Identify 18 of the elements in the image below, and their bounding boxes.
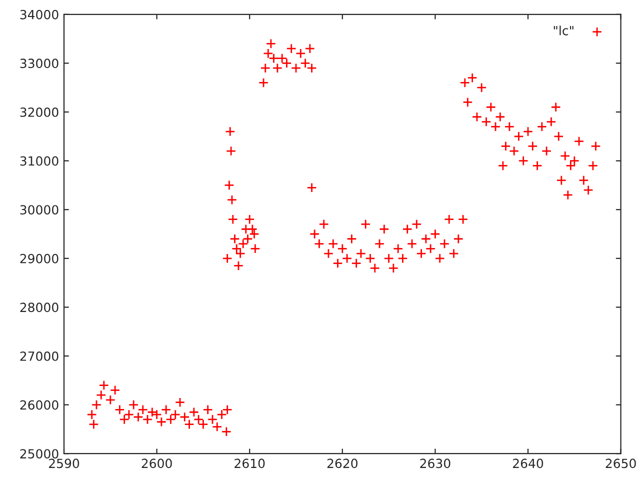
y-tick-label: 26000 [20, 400, 58, 410]
y-tick-label: 28000 [20, 302, 58, 312]
y-tick-label: 33000 [20, 58, 58, 68]
x-tick-label: 2620 [327, 458, 358, 468]
y-tick-label: 30000 [20, 205, 58, 215]
y-tick-label: 32000 [20, 107, 58, 117]
x-tick-label: 2640 [513, 458, 544, 468]
x-tick-label: 2610 [234, 458, 265, 468]
y-tick-label: 29000 [20, 254, 58, 264]
x-tick-label: 2630 [420, 458, 450, 468]
y-tick-label: 27000 [20, 351, 58, 361]
x-tick-label: 2650 [606, 458, 636, 468]
x-tick-label: 2590 [49, 458, 80, 468]
y-tick-label: 34000 [20, 10, 58, 20]
x-tick-label: 2600 [142, 458, 172, 468]
y-tick-label: 31000 [20, 156, 58, 166]
legend-label: "lc" [554, 26, 574, 36]
y-tick-label: 25000 [20, 449, 58, 459]
